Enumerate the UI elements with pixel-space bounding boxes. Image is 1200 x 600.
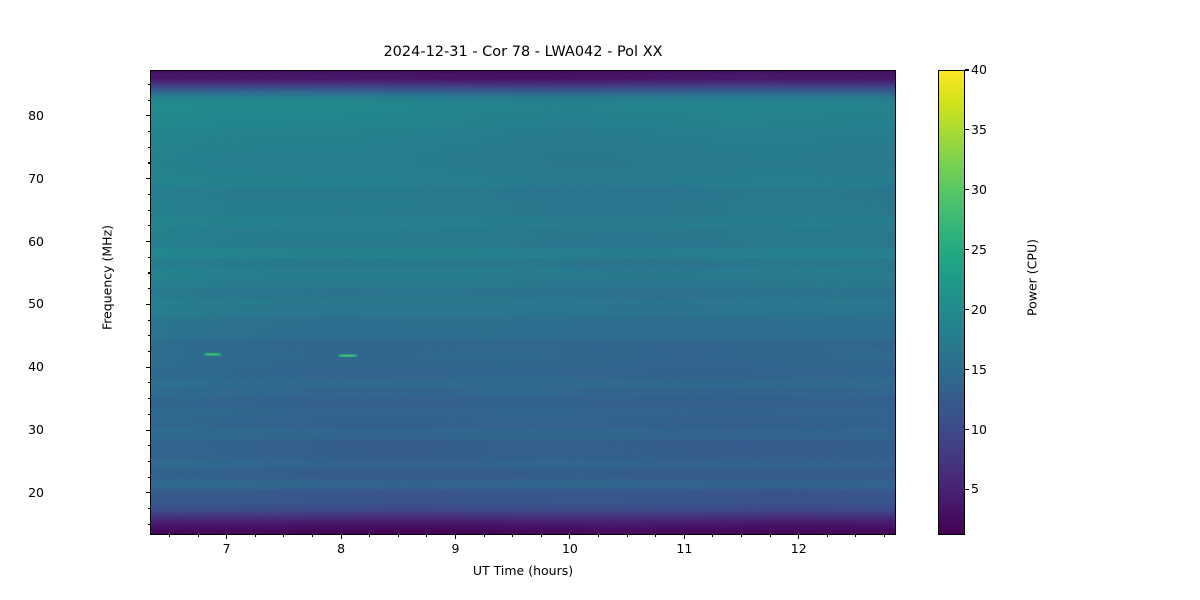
colorbar[interactable] (938, 70, 965, 535)
x-minor-tick (626, 535, 628, 538)
y-minor-tick (147, 162, 150, 164)
x-minor-tick (168, 535, 170, 538)
x-axis-title: UT Time (hours) (472, 563, 574, 578)
x-minor-tick (512, 535, 514, 538)
x-tick-mark (683, 535, 685, 539)
y-minor-tick (147, 131, 150, 133)
y-minor-tick (147, 350, 150, 353)
y-minor-tick (147, 256, 150, 258)
y-minor-tick (147, 508, 150, 510)
colorbar-tick-mark (965, 309, 969, 311)
y-minor-tick (147, 209, 150, 211)
y-tick-mark (146, 492, 150, 494)
x-tick-label: 12 (790, 541, 807, 556)
y-minor-tick (147, 225, 150, 227)
x-tick-label: 7 (222, 541, 231, 556)
y-tick-mark (146, 429, 150, 431)
x-tick-mark (340, 535, 342, 539)
colorbar-tick-label: 5 (971, 481, 979, 497)
colorbar-tick-mark (965, 428, 969, 431)
x-minor-tick (826, 535, 828, 538)
spectrogram-image (151, 71, 895, 534)
x-minor-tick (855, 535, 857, 538)
x-tick-mark (454, 535, 457, 539)
y-tick-mark (146, 240, 150, 243)
colorbar-tick-label: 35 (971, 121, 987, 137)
colorbar-tick-label: 30 (971, 181, 987, 197)
y-minor-tick (147, 476, 150, 478)
x-minor-tick (197, 535, 199, 538)
y-tick-mark (146, 366, 150, 368)
y-minor-tick (147, 398, 150, 400)
x-tick-mark (569, 535, 571, 539)
colorbar-tick-label: 25 (971, 241, 987, 257)
x-minor-tick (426, 535, 428, 538)
colorbar-tick-mark (965, 249, 969, 251)
y-minor-tick (147, 413, 150, 415)
y-minor-tick (147, 193, 150, 195)
colorbar-tick-mark (965, 189, 969, 191)
y-tick-label: 80 (28, 107, 44, 123)
y-tick-label: 50 (28, 296, 44, 312)
x-minor-tick (540, 535, 542, 538)
y-tick-label: 40 (28, 359, 44, 375)
colorbar-tick-label: 10 (971, 421, 987, 437)
page-title: 2024-12-31 - Cor 78 - LWA042 - Pol XX (383, 44, 663, 60)
colorbar-tick-mark (965, 369, 969, 371)
x-minor-tick (597, 535, 600, 538)
y-minor-tick (147, 99, 150, 101)
y-tick-label: 30 (28, 422, 44, 438)
y-tick-label: 60 (28, 233, 44, 249)
colorbar-title: Power (CPU) (1024, 239, 1040, 316)
y-tick-mark (146, 115, 150, 117)
y-minor-tick (147, 460, 150, 463)
x-tick-mark (226, 535, 228, 539)
y-minor-tick (147, 272, 150, 274)
x-minor-tick (283, 535, 285, 538)
y-minor-tick (147, 523, 150, 525)
y-tick-label: 70 (28, 170, 44, 186)
colorbar-gradient (939, 71, 964, 534)
y-tick-mark (146, 178, 150, 180)
x-minor-tick (769, 535, 771, 538)
y-minor-tick (147, 382, 150, 384)
colorbar-tick-label: 15 (971, 361, 987, 377)
x-tick-label: 10 (561, 541, 578, 556)
x-tick-label: 11 (676, 541, 693, 556)
colorbar-tick-label: 20 (971, 301, 987, 317)
x-minor-tick (369, 535, 371, 538)
y-minor-tick (147, 335, 150, 337)
y-tick-mark (146, 303, 150, 305)
y-axis-title: Frequency (MHz) (99, 224, 115, 331)
spectrogram-plot-area[interactable] (150, 70, 896, 535)
colorbar-tick-mark (965, 69, 969, 71)
x-minor-tick (712, 535, 714, 538)
y-minor-tick (147, 319, 150, 321)
colorbar-tick-mark (965, 488, 969, 490)
x-minor-tick (254, 535, 256, 538)
y-minor-tick (147, 146, 150, 148)
y-tick-label: 20 (28, 484, 44, 500)
x-tick-label: 8 (337, 541, 346, 556)
y-minor-tick (147, 445, 150, 447)
x-minor-tick (311, 535, 314, 538)
x-minor-tick (483, 535, 485, 538)
y-minor-tick (147, 288, 150, 290)
colorbar-tick-mark (965, 129, 969, 131)
x-minor-tick (655, 535, 657, 538)
x-minor-tick (740, 535, 743, 538)
y-minor-tick (147, 83, 150, 85)
colorbar-tick-label: 40 (971, 62, 987, 77)
x-minor-tick (884, 535, 886, 538)
x-minor-tick (397, 535, 399, 538)
x-tick-label: 9 (451, 541, 460, 556)
x-tick-mark (798, 535, 800, 539)
